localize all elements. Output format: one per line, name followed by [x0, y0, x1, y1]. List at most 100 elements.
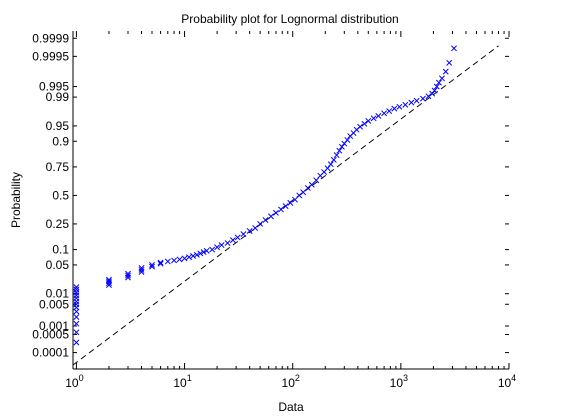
data-point	[419, 95, 426, 102]
data-point	[214, 244, 221, 251]
data-point	[164, 258, 171, 265]
data-point	[442, 68, 449, 75]
y-tick-label: 0.995	[39, 80, 69, 94]
data-point	[200, 249, 207, 256]
data-point	[240, 231, 247, 238]
data-point	[224, 240, 231, 246]
data-point	[282, 203, 289, 210]
x-tick-label: 103	[390, 373, 408, 390]
data-point	[234, 234, 241, 241]
data-point	[73, 301, 80, 308]
data-point	[365, 117, 372, 124]
y-tick-label: 0.0001	[32, 346, 69, 360]
data-point	[73, 320, 80, 327]
data-point	[138, 266, 145, 273]
y-tick-label: 0.0005	[32, 327, 69, 341]
data-point	[176, 256, 183, 263]
x-tick-label: 101	[173, 373, 191, 390]
data-point	[149, 263, 155, 270]
plot-area	[73, 31, 509, 369]
data-point	[181, 255, 188, 262]
data-point	[73, 339, 80, 346]
data-point	[408, 99, 415, 106]
data-point	[431, 87, 438, 94]
data-point	[138, 265, 145, 271]
data-point	[171, 257, 178, 264]
data-point	[186, 254, 192, 261]
data-point	[338, 143, 345, 150]
data-point	[272, 209, 279, 216]
data-point	[344, 137, 351, 143]
data-point	[357, 123, 364, 130]
data-point	[262, 217, 269, 224]
data-point	[296, 192, 303, 199]
data-point	[193, 251, 200, 258]
data-point	[246, 228, 253, 234]
data-point	[330, 156, 337, 163]
x-tick-label: 100	[65, 373, 83, 390]
data-point	[413, 97, 420, 104]
y-tick-label: 0.001	[39, 319, 69, 333]
data-point	[396, 103, 403, 110]
y-tick-label: 0.9	[52, 134, 69, 148]
data-point	[336, 147, 343, 154]
data-point	[287, 199, 294, 206]
data-point	[257, 220, 264, 227]
data-point	[370, 115, 377, 122]
data-point	[73, 314, 80, 321]
data-point	[333, 152, 340, 159]
data-point	[429, 90, 436, 97]
data-point	[386, 108, 393, 115]
data-point	[106, 278, 112, 285]
data-point	[73, 289, 80, 296]
y-tick-label: 0.05	[46, 258, 70, 272]
x-tick-label: 102	[282, 373, 300, 390]
data-point	[435, 79, 442, 86]
y-tick-label: 0.25	[46, 217, 70, 231]
data-point	[375, 112, 382, 119]
data-point	[327, 161, 334, 168]
data-point	[125, 270, 131, 277]
data-point	[218, 242, 225, 249]
y-tick-label: 0.99	[46, 90, 70, 104]
data-point	[446, 59, 453, 66]
data-point	[402, 101, 409, 108]
data-point	[300, 189, 307, 196]
data-point	[203, 247, 210, 254]
y-tick-label: 0.5	[52, 188, 69, 202]
y-tick-label: 0.1	[52, 243, 69, 257]
data-point	[106, 276, 112, 283]
data-point	[190, 253, 197, 259]
data-point	[157, 260, 164, 267]
y-tick-label: 0.9999	[32, 31, 69, 45]
x-tick-labels: 100 101 102 103 104	[65, 373, 516, 390]
data-point	[252, 225, 259, 232]
data-point	[149, 261, 155, 268]
data-point	[278, 206, 284, 213]
data-point	[433, 83, 440, 90]
data-point	[451, 45, 457, 52]
x-tick-label: 104	[498, 373, 516, 390]
chart-title: Probability plot for Lognormal distribut…	[181, 12, 398, 26]
data-point	[391, 105, 398, 112]
data-point	[324, 165, 331, 172]
data-point	[157, 259, 164, 266]
y-tick-label: 0.01	[46, 287, 70, 301]
y-tick-label: 0.9995	[32, 49, 69, 63]
data-point	[209, 246, 216, 253]
data-point	[125, 272, 131, 279]
data-points	[73, 45, 457, 346]
data-point	[73, 286, 80, 293]
data-point	[313, 177, 320, 184]
axis-lines	[72, 31, 509, 370]
data-point	[268, 213, 274, 220]
data-point	[229, 237, 236, 244]
data-point	[361, 120, 368, 127]
data-point	[73, 284, 80, 291]
data-point	[308, 181, 315, 188]
y-axis-label: Probability	[9, 172, 23, 228]
y-tick-label: 0.005	[39, 297, 69, 311]
y-tick-label: 0.75	[46, 160, 70, 174]
